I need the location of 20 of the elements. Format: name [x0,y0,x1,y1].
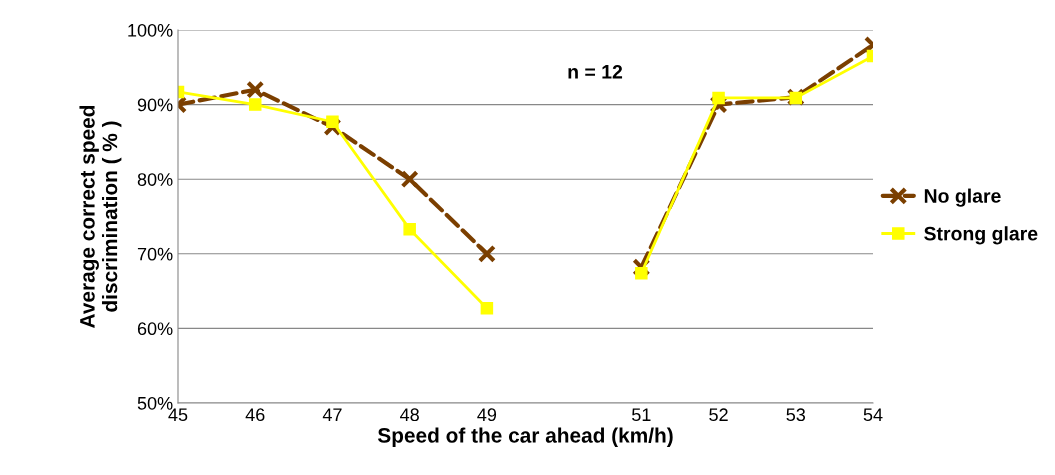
x-tick-label: 47 [322,408,342,421]
x-tick-label: 49 [477,408,497,422]
x-tick-label: 51 [632,408,651,422]
x-tick-label: 53 [786,408,806,422]
y-tick-label: 100% [128,23,173,37]
y-tick-label: 80% [137,173,173,186]
x-tick-label: 48 [400,408,419,422]
annotation: n = 12 [568,64,623,79]
y-axis-title: Average correct speed discrimination ( % ) [79,105,122,328]
x-tick-label: 54 [863,408,883,422]
x-tick-label: 46 [245,408,265,422]
y-tick-label: 60% [137,322,173,336]
y-tick-label: 90% [137,98,173,112]
y-tick-label: 50% [137,396,173,410]
x-tick-label: 52 [709,408,728,422]
x-tick-label: 45 [168,408,188,422]
y-tick-label: 70% [137,247,173,261]
legend-label: Strong glare [924,226,1038,245]
x-axis-title: Speed of the car ahead (km/h) [377,427,673,447]
legend-label: No glare [924,188,1001,207]
